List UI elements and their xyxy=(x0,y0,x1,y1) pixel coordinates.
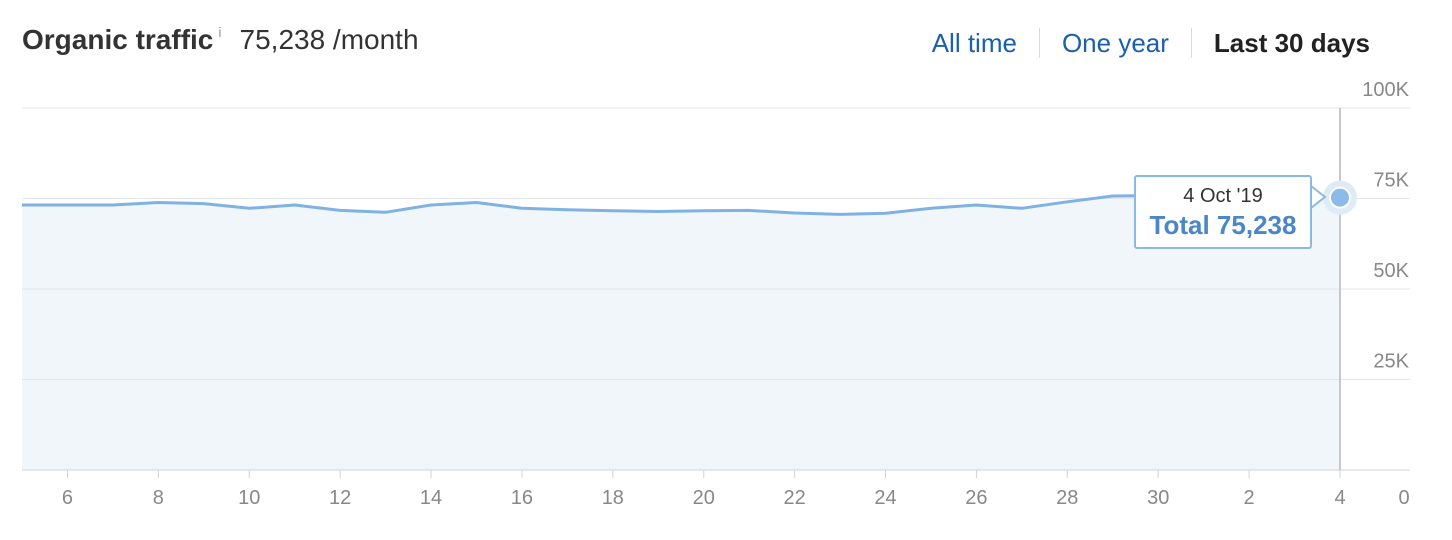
y-tick-label: 50K xyxy=(1373,260,1409,282)
x-tick-label: 0 xyxy=(1398,487,1409,509)
x-tick-label: 14 xyxy=(420,487,442,509)
x-tick-label: 2 xyxy=(1244,487,1255,509)
y-tick-label: 75K xyxy=(1373,170,1409,192)
tooltip-date: 4 Oct '19 xyxy=(1183,185,1263,207)
x-tick-label: 20 xyxy=(693,487,715,509)
y-tick-label: 25K xyxy=(1373,351,1409,373)
chart-title: Organic traffic xyxy=(22,24,214,55)
tooltip-pointer xyxy=(1310,185,1327,209)
area-fill xyxy=(22,195,1340,470)
x-tick-label: 6 xyxy=(62,487,73,509)
chart-tooltip: 4 Oct '19 Total 75,238 xyxy=(1134,175,1312,249)
x-tick-label: 10 xyxy=(238,487,260,509)
range-last-30-days[interactable]: Last 30 days xyxy=(1213,28,1370,58)
range-divider xyxy=(1190,28,1192,58)
tooltip-total: Total 75,238 xyxy=(1149,210,1297,240)
x-tick-label: 16 xyxy=(511,487,533,509)
range-selector: All time One year Last 30 days xyxy=(910,24,1452,62)
traffic-value: 75,238 /month xyxy=(239,24,419,55)
x-tick-label: 24 xyxy=(874,487,896,509)
hover-point xyxy=(1329,186,1351,209)
series-line xyxy=(22,194,1341,216)
range-divider xyxy=(1038,28,1040,58)
x-tick-label: 4 xyxy=(1334,487,1345,509)
range-all-time[interactable]: All time xyxy=(931,28,1017,58)
x-tick-label: 22 xyxy=(783,487,805,509)
chart-header: Organic traffic i 75,238 /month xyxy=(22,24,419,64)
x-tick-label: 26 xyxy=(965,487,987,509)
x-tick-label: 28 xyxy=(1056,487,1078,509)
y-tick-label: 100K xyxy=(1362,79,1409,101)
range-one-year[interactable]: One year xyxy=(1061,28,1169,58)
info-icon[interactable]: i xyxy=(218,24,222,40)
x-tick-label: 18 xyxy=(602,487,624,509)
x-tick-label: 12 xyxy=(329,487,351,509)
x-tick-label: 8 xyxy=(153,487,164,509)
x-tick-label: 30 xyxy=(1147,487,1169,509)
